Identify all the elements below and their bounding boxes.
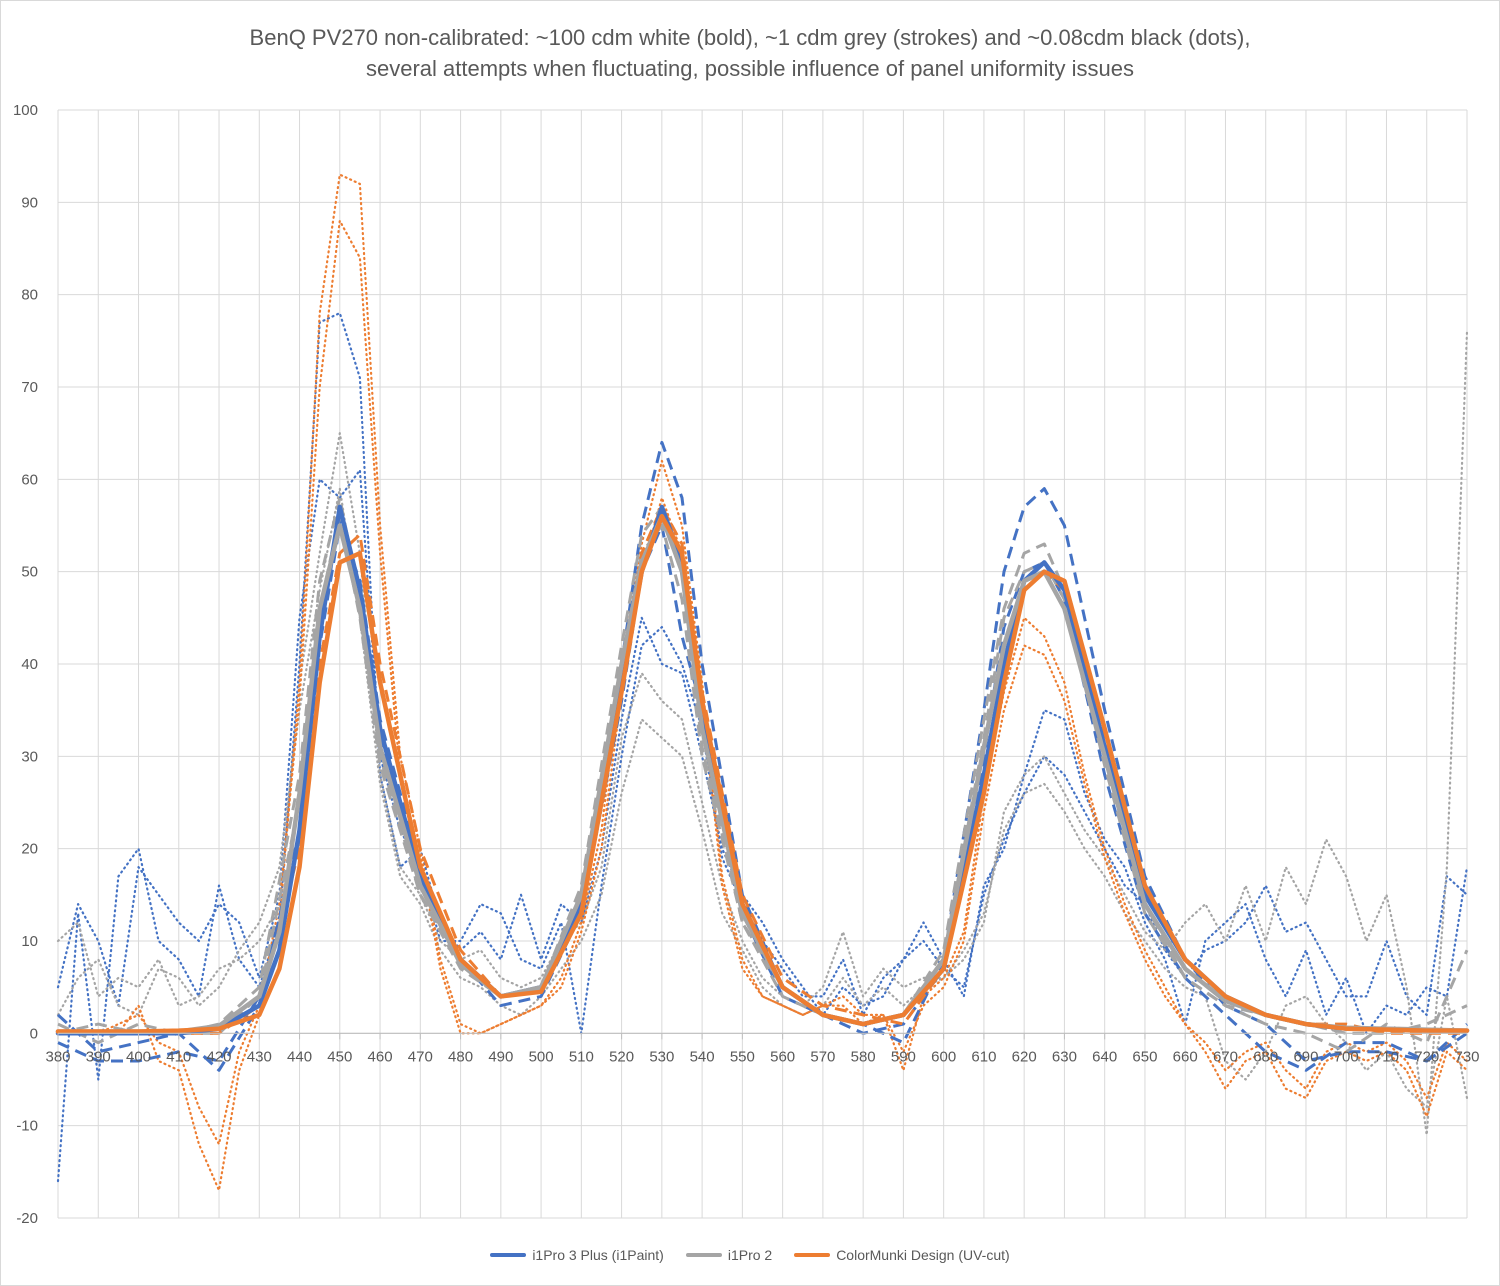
y-tick-label--20: -20 [16, 1210, 38, 1227]
x-tick-label-730: 730 [1454, 1048, 1479, 1065]
legend: i1Pro 3 Plus (i1Paint) i1Pro 2 ColorMunk… [0, 1247, 1500, 1263]
y-tick-label-20: 20 [21, 841, 38, 858]
x-tick-label-640: 640 [1092, 1048, 1117, 1065]
y-tick-label-10: 10 [21, 933, 38, 950]
series-line-2-bold [55, 514, 1470, 1034]
series-line-11-dots [56, 487, 1469, 1109]
y-tick-label-80: 80 [21, 287, 38, 304]
y-tick-label-90: 90 [21, 194, 38, 211]
series-line-8-dots [56, 312, 1469, 1183]
legend-label-colormunki: ColorMunki Design (UV-cut) [836, 1247, 1010, 1263]
legend-label-i1pro3: i1Pro 3 Plus (i1Paint) [532, 1247, 664, 1263]
x-tick-label-430: 430 [247, 1048, 272, 1065]
x-tick-label-620: 620 [1012, 1048, 1037, 1065]
y-tick-label-50: 50 [21, 564, 38, 581]
x-tick-label-720: 720 [1414, 1048, 1439, 1065]
x-tick-label-390: 390 [86, 1048, 111, 1065]
x-tick-label-470: 470 [408, 1048, 433, 1065]
x-tick-label-410: 410 [166, 1048, 191, 1065]
legend-swatch-i1pro2 [685, 1253, 722, 1257]
x-tick-label-650: 650 [1132, 1048, 1157, 1065]
y-tick-label-0: 0 [30, 1025, 38, 1042]
x-tick-label-380: 380 [45, 1048, 70, 1065]
series-line-6-strokes [57, 514, 1468, 1045]
x-tick-label-580: 580 [851, 1048, 876, 1065]
x-tick-label-670: 670 [1213, 1048, 1238, 1065]
chart-title-line-2: several attempts when fluctuating, possi… [366, 56, 1134, 81]
legend-swatch-i1pro3 [490, 1253, 527, 1257]
legend-item-i1pro2: i1Pro 2 [685, 1247, 773, 1263]
x-tick-label-680: 680 [1253, 1048, 1278, 1065]
legend-item-colormunki: ColorMunki Design (UV-cut) [794, 1247, 1010, 1263]
y-tick-label--10: -10 [16, 1118, 38, 1135]
x-tick-label-480: 480 [448, 1048, 473, 1065]
x-tick-label-540: 540 [690, 1048, 715, 1065]
x-tick-label-530: 530 [649, 1048, 674, 1065]
axes: -20 -10 0 10 20 30 40 50 60 70 80 90 100 380 390 400 410… [13, 102, 1480, 1227]
legend-swatch-colormunki [794, 1253, 831, 1257]
x-tick-label-510: 510 [569, 1048, 594, 1065]
series-line-10-dots [56, 330, 1469, 1137]
x-tick-label-590: 590 [891, 1048, 916, 1065]
series-line-9-dots [56, 469, 1469, 1035]
legend-item-i1pro3: i1Pro 3 Plus (i1Paint) [490, 1247, 664, 1263]
x-tick-label-710: 710 [1374, 1048, 1399, 1065]
x-tick-label-630: 630 [1052, 1048, 1077, 1065]
x-tick-label-660: 660 [1173, 1048, 1198, 1065]
series-line-13-dots [56, 219, 1469, 1146]
series-line-1-bold [55, 514, 1470, 1034]
y-tick-label-100: 100 [13, 102, 38, 119]
series-line-12-dots [56, 173, 1469, 1192]
x-tick-label-460: 460 [368, 1048, 393, 1065]
x-tick-label-420: 420 [207, 1048, 232, 1065]
x-tick-label-610: 610 [971, 1048, 996, 1065]
x-tick-label-700: 700 [1334, 1048, 1359, 1065]
x-tick-label-690: 690 [1293, 1048, 1318, 1065]
legend-label-i1pro2: i1Pro 2 [727, 1247, 773, 1263]
x-tick-label-600: 600 [931, 1048, 956, 1065]
x-tick-label-440: 440 [287, 1048, 312, 1065]
x-tick-label-400: 400 [126, 1048, 151, 1065]
x-tick-label-550: 550 [730, 1048, 755, 1065]
chart-title-line-1: BenQ PV270 non-calibrated: ~100 cdm whit… [249, 25, 1251, 50]
y-tick-label-60: 60 [21, 471, 38, 488]
x-tick-label-570: 570 [810, 1048, 835, 1065]
y-tick-label-30: 30 [21, 748, 38, 765]
x-tick-label-560: 560 [770, 1048, 795, 1065]
y-tick-label-70: 70 [21, 379, 38, 396]
chart-title: BenQ PV270 non-calibrated: ~100 cdm whit… [0, 22, 1500, 84]
series-lines [55, 173, 1470, 1192]
x-tick-label-500: 500 [529, 1048, 554, 1065]
y-tick-label-40: 40 [21, 656, 38, 673]
x-tick-label-520: 520 [609, 1048, 634, 1065]
x-tick-label-450: 450 [327, 1048, 352, 1065]
x-tick-label-490: 490 [488, 1048, 513, 1065]
